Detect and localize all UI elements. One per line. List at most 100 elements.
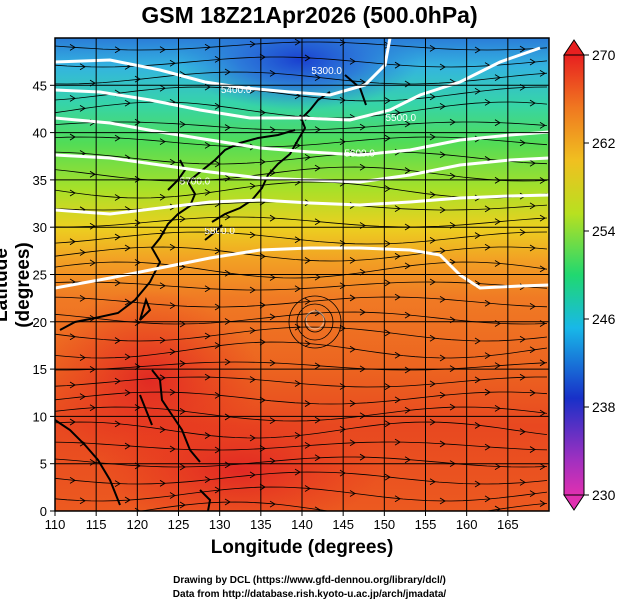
streamline-arrow: [439, 497, 446, 505]
streamline-arrow: [169, 243, 176, 251]
streamline-arrow: [69, 189, 76, 197]
contour-label: 5600.0: [344, 148, 375, 159]
streamline-arrow: [159, 46, 166, 54]
streamline-arrow: [269, 126, 276, 134]
streamline-arrow: [114, 134, 121, 142]
streamline-arrow: [494, 505, 501, 511]
streamline-arrow: [439, 206, 446, 214]
streamline-arrow: [539, 359, 546, 367]
streamline-arrow: [439, 440, 446, 448]
streamline-arrow: [494, 218, 501, 225]
streamline-arrow: [134, 259, 141, 266]
y-tick-label: 45: [33, 78, 47, 93]
streamline-arrow: [269, 417, 276, 425]
streamline-arrow: [179, 177, 186, 185]
streamline-arrow: [259, 338, 266, 346]
streamline-arrow: [89, 459, 96, 466]
x-tick-label: 115: [86, 517, 107, 532]
streamline-arrow: [304, 257, 311, 264]
streamline-arrow: [179, 407, 186, 415]
contour-label: 5700.0: [180, 177, 211, 188]
streamline-arrow: [429, 191, 436, 199]
streamline-arrow: [259, 396, 266, 404]
x-tick-label: 135: [250, 517, 272, 532]
streamline-arrow: [134, 75, 141, 83]
streamline-arrow: [429, 380, 436, 388]
colorbar-tick-label: 246: [592, 311, 616, 327]
streamline-arrow: [359, 308, 366, 316]
streamline-arrow: [124, 389, 131, 397]
streamline-arrow: [224, 461, 231, 469]
streamline-arrow: [529, 159, 536, 167]
streamline-arrow: [394, 438, 401, 446]
streamline-arrow: [314, 273, 321, 281]
streamline-arrow: [204, 141, 211, 149]
streamline-arrow: [539, 265, 546, 273]
streamline-arrow: [484, 443, 491, 451]
streamline-arrow: [259, 109, 266, 117]
streamline-arrow: [339, 282, 346, 290]
streamline-arrow: [394, 252, 401, 260]
streamline-arrow: [339, 425, 346, 433]
streamline-arrow: [349, 439, 356, 447]
streamline-arrow: [159, 138, 166, 145]
streamline-arrow: [539, 214, 546, 222]
streamline-arrow: [224, 498, 231, 506]
streamline-arrow: [79, 393, 86, 400]
streamline-arrow: [224, 358, 231, 366]
streamline-arrow: [169, 492, 176, 499]
streamline-arrow: [439, 103, 446, 110]
streamline-arrow: [359, 123, 366, 131]
streamline-arrow: [314, 218, 321, 226]
streamline-arrow: [179, 360, 186, 367]
streamline-arrow: [249, 434, 256, 442]
streamline-arrow: [124, 298, 131, 306]
streamline-arrow: [449, 258, 456, 266]
streamline-arrow: [519, 228, 526, 236]
x-tick-label: 130: [209, 517, 231, 532]
streamline-arrow: [384, 97, 391, 104]
streamline-arrow: [519, 373, 526, 381]
streamline-arrow: [429, 334, 436, 342]
colorbar-bottom-arrow: [563, 494, 585, 511]
streamline-arrow: [249, 376, 256, 383]
x-tick-label: 140: [291, 517, 313, 532]
streamline-arrow: [89, 259, 96, 267]
streamline-arrow: [179, 120, 186, 128]
streamline-arrow: [224, 213, 231, 221]
streamline-arrow: [394, 205, 401, 212]
colorbar-tick-label: 230: [592, 487, 616, 503]
streamline-arrow: [539, 121, 546, 129]
streamline-arrow: [179, 215, 186, 223]
streamline-arrow: [539, 177, 546, 184]
streamline-arrow: [304, 442, 311, 449]
streamline-arrow: [159, 84, 166, 92]
streamline-arrow: [304, 153, 311, 161]
streamline-arrow: [439, 247, 446, 255]
streamline-arrow: [519, 45, 526, 53]
streamline-arrow: [79, 249, 86, 256]
chart-title: GSM 18Z21Apr2026 (500.0hPa): [141, 2, 478, 28]
streamline-arrow: [339, 138, 346, 146]
streamline-arrow: [134, 507, 141, 511]
colorbar-ticks: 270 262 254 246 238 230: [584, 47, 616, 503]
x-tick-label: 160: [456, 517, 478, 532]
streamline-arrow: [484, 352, 491, 360]
streamline-arrow: [314, 126, 321, 133]
streamline-arrow: [269, 69, 276, 77]
streamline-arrow: [294, 323, 301, 331]
y-tick-label: 25: [33, 268, 47, 283]
y-tick-label: 0: [40, 504, 47, 519]
streamline-arrow: [294, 236, 301, 244]
y-tick-label: 15: [33, 362, 47, 377]
streamline-arrow: [449, 118, 456, 126]
streamline-arrow: [304, 400, 311, 407]
streamline-arrow: [249, 40, 256, 48]
streamline-arrow: [159, 282, 166, 290]
streamline-arrow: [124, 99, 131, 107]
streamline-arrow: [360, 513, 365, 519]
streamline-arrow: [314, 454, 321, 462]
streamline-arrow: [159, 336, 166, 344]
streamline-arrow: [179, 463, 186, 471]
streamline-arrow: [484, 98, 491, 106]
